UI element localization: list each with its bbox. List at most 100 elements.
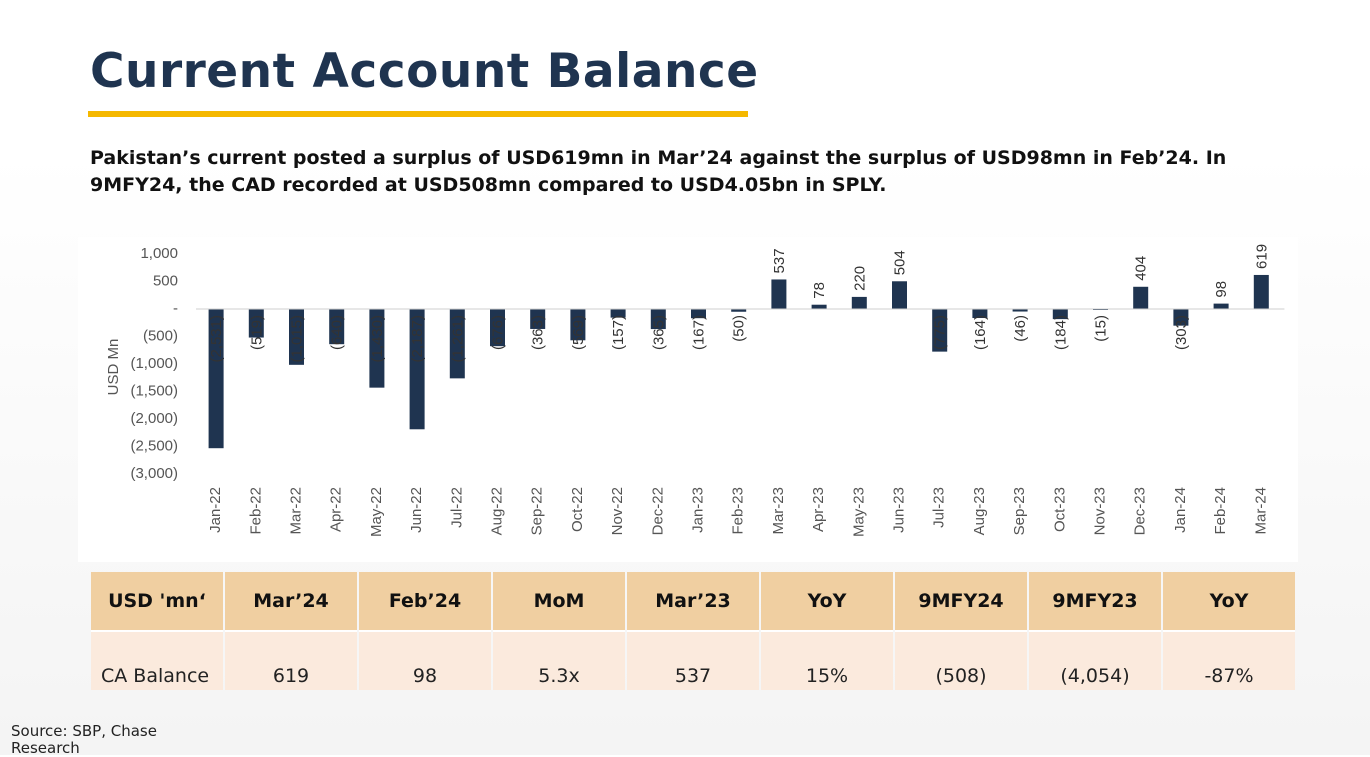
y-tick-label: (3,000) bbox=[130, 465, 178, 482]
bar bbox=[1012, 309, 1028, 312]
y-tick-label: 1,000 bbox=[140, 245, 178, 262]
x-tick-label: Feb-24 bbox=[1212, 487, 1229, 535]
table-cell: 5.3x bbox=[493, 632, 625, 690]
y-tick-label: (1,000) bbox=[130, 355, 178, 372]
data-label: (46) bbox=[1012, 315, 1029, 342]
data-label: (363) bbox=[530, 315, 547, 350]
bar bbox=[610, 309, 626, 318]
y-tick-label: (1,500) bbox=[130, 382, 178, 399]
bar bbox=[811, 304, 827, 309]
data-label: (303) bbox=[1173, 315, 1190, 350]
x-tick-label: Oct-23 bbox=[1051, 487, 1068, 532]
y-tick-label: (500) bbox=[143, 327, 178, 344]
data-label: (1,015) bbox=[288, 315, 305, 363]
data-label: (157) bbox=[610, 315, 627, 350]
table-header-cell: YoY bbox=[1163, 572, 1295, 632]
y-tick-label: - bbox=[173, 300, 178, 317]
data-label: 619 bbox=[1253, 244, 1270, 269]
page-subtitle: Pakistan’s current posted a surplus of U… bbox=[90, 147, 1227, 196]
x-tick-label: Jan-22 bbox=[207, 487, 224, 533]
data-label: (569) bbox=[570, 315, 587, 350]
x-tick-label: Dec-22 bbox=[649, 487, 666, 535]
x-tick-label: Sep-23 bbox=[1011, 487, 1028, 535]
bar bbox=[289, 309, 304, 365]
x-tick-label: Oct-22 bbox=[569, 487, 586, 532]
table-cell-text: 537 bbox=[674, 665, 712, 687]
table-row: CA Balance 619 98 5.3x 537 15% (508) (4,… bbox=[91, 632, 1295, 690]
bar bbox=[851, 296, 867, 309]
bar bbox=[1133, 286, 1149, 309]
summary-table: USD 'mn‘ Mar’24 Feb’24 MoM Mar’23 YoY 9M… bbox=[89, 572, 1297, 690]
bar bbox=[449, 309, 465, 379]
x-tick-label: Aug-23 bbox=[971, 487, 988, 535]
y-axis-label: USD Mn bbox=[105, 339, 122, 396]
data-label: 537 bbox=[771, 248, 788, 273]
table-header-cell: YoY bbox=[761, 572, 893, 632]
table-cell: 537 bbox=[627, 632, 759, 690]
bar bbox=[490, 309, 505, 347]
bar bbox=[892, 281, 907, 309]
bar bbox=[650, 309, 666, 330]
table-cell: (4,054) bbox=[1029, 632, 1161, 690]
table-cell-text: (4,054) bbox=[1060, 665, 1130, 687]
bar bbox=[691, 309, 706, 319]
data-label: (519) bbox=[248, 315, 265, 350]
bar bbox=[570, 309, 586, 341]
x-tick-label: Jul-22 bbox=[448, 487, 465, 528]
x-tick-label: Nov-23 bbox=[1091, 487, 1108, 535]
data-label: (365) bbox=[650, 315, 667, 350]
table-cell: (508) bbox=[895, 632, 1027, 690]
table-header-cell: Mar’24 bbox=[225, 572, 357, 632]
data-label: (2,531) bbox=[208, 315, 225, 363]
table-cell: -87% bbox=[1163, 632, 1295, 690]
page-title: Current Account Balance bbox=[90, 44, 759, 99]
table-cell: 98 bbox=[359, 632, 491, 690]
current-account-bar-chart: USD Mn 1,000 500 - (500) (1,000) (1,500) (2,00… bbox=[105, 244, 1285, 537]
x-tick-label: May-23 bbox=[850, 487, 867, 537]
data-label: (167) bbox=[690, 315, 707, 350]
table-header-cell: USD 'mn‘ bbox=[91, 572, 223, 632]
bar bbox=[1253, 274, 1269, 309]
chart-container: USD Mn 1,000 500 - (500) (1,000) (1,500) (2,00… bbox=[78, 237, 1298, 562]
y-tick-label: (2,500) bbox=[130, 437, 178, 454]
bar bbox=[208, 309, 224, 449]
bar bbox=[932, 309, 948, 352]
data-label: (184) bbox=[1052, 315, 1069, 350]
x-tick-label: Mar-22 bbox=[287, 487, 304, 535]
data-label: (676) bbox=[489, 315, 506, 350]
bar bbox=[409, 309, 425, 430]
x-tick-label: Dec-23 bbox=[1132, 487, 1149, 535]
title-underline bbox=[88, 111, 748, 117]
x-tick-label: Apr-23 bbox=[810, 487, 827, 532]
x-tick-label: Jul-23 bbox=[931, 487, 948, 528]
x-tick-label: Feb-23 bbox=[730, 487, 747, 535]
x-tick-label: Jan-23 bbox=[689, 487, 706, 533]
table-cell-text: -87% bbox=[1204, 665, 1254, 687]
data-label: 404 bbox=[1133, 256, 1150, 281]
bar bbox=[530, 309, 546, 329]
data-label: (50) bbox=[731, 315, 748, 342]
data-label: (164) bbox=[972, 315, 989, 350]
x-tick-label: Feb-22 bbox=[247, 487, 264, 535]
table-header-cell: Feb’24 bbox=[359, 572, 491, 632]
bar bbox=[369, 309, 385, 388]
x-tick-label: Jan-24 bbox=[1172, 487, 1189, 533]
table-cell: 619 bbox=[225, 632, 357, 690]
data-label: (775) bbox=[932, 315, 949, 350]
table-cell: CA Balance bbox=[91, 632, 223, 690]
bar bbox=[1173, 309, 1189, 326]
x-tick-label: Aug-22 bbox=[488, 487, 505, 535]
source-note: Source: SBP, Chase Research bbox=[11, 722, 157, 757]
data-label: (15) bbox=[1092, 315, 1109, 342]
x-tick-label: Mar-23 bbox=[770, 487, 787, 535]
x-tick-label: Jun-23 bbox=[890, 487, 907, 533]
data-label: 504 bbox=[891, 250, 908, 275]
data-label: (1,261) bbox=[449, 315, 466, 363]
bar bbox=[731, 309, 747, 312]
data-label: (2,187) bbox=[409, 315, 426, 363]
table-cell: 15% bbox=[761, 632, 893, 690]
data-label: (1,430) bbox=[369, 315, 386, 363]
table-cell-text: CA Balance bbox=[101, 665, 210, 687]
table-cell-text: 5.3x bbox=[538, 665, 580, 687]
table-cell-text: 15% bbox=[805, 665, 849, 687]
